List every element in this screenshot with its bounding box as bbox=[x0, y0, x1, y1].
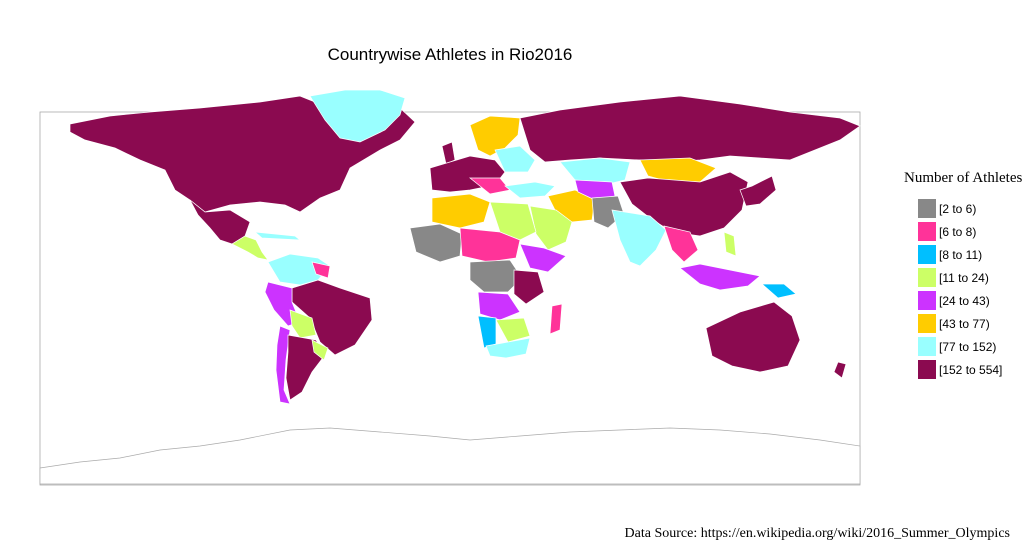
region-russia bbox=[519, 95, 861, 163]
region-central-africa bbox=[469, 259, 523, 293]
legend-label: [24 to 43) bbox=[939, 293, 990, 308]
legend-item: [152 to 554] bbox=[904, 358, 1022, 381]
region-australia bbox=[705, 301, 801, 373]
map-frame bbox=[39, 111, 861, 486]
legend-item: [6 to 8) bbox=[904, 220, 1022, 243]
legend-swatch bbox=[917, 290, 937, 311]
region-antarctica bbox=[39, 427, 861, 485]
legend-title: Number of Athletes bbox=[904, 170, 1023, 186]
legend-label: [152 to 554] bbox=[939, 362, 1003, 377]
data-source-note: Data Source: https://en.wikipedia.org/wi… bbox=[624, 526, 1010, 541]
region-bolivia bbox=[289, 309, 317, 339]
region-horn-of-africa bbox=[519, 243, 567, 273]
region-saudi-arabia bbox=[529, 205, 573, 251]
region-caribbean bbox=[253, 231, 302, 241]
legend-swatch bbox=[917, 198, 937, 219]
region-namibia bbox=[477, 315, 497, 349]
legend-label: [8 to 11) bbox=[939, 247, 983, 262]
region-central-america bbox=[231, 235, 269, 261]
legend-item: [8 to 11) bbox=[904, 243, 1022, 266]
region-sahel bbox=[459, 227, 521, 263]
legend-item: [2 to 6) bbox=[904, 197, 1022, 220]
legend: Number of Athletes [2 to 6) [6 to 8) [8 to… bbox=[904, 170, 1022, 381]
region-angola-zambia bbox=[477, 291, 521, 321]
region-south-africa bbox=[485, 337, 531, 359]
region-botswana-zimbabwe bbox=[495, 317, 531, 343]
legend-swatch bbox=[917, 244, 937, 265]
legend-label: [2 to 6) bbox=[939, 201, 977, 216]
legend-label: [77 to 152) bbox=[939, 339, 997, 354]
region-libya-egypt bbox=[489, 201, 537, 241]
legend-label: [11 to 24) bbox=[939, 270, 989, 285]
legend-swatch bbox=[917, 336, 937, 357]
legend-swatch bbox=[917, 267, 937, 288]
region-uruguay-paraguay bbox=[311, 339, 329, 361]
region-guyana-suriname bbox=[311, 261, 331, 279]
region-indonesia bbox=[679, 263, 761, 291]
legend-swatch bbox=[917, 313, 937, 334]
region-scandinavia bbox=[469, 115, 521, 157]
region-west-africa bbox=[409, 223, 463, 263]
legend-item: [24 to 43) bbox=[904, 289, 1022, 312]
region-north-africa-west bbox=[431, 193, 491, 229]
legend-swatch bbox=[917, 359, 937, 380]
region-eastern-europe bbox=[494, 145, 536, 173]
region-japan-korea bbox=[739, 175, 777, 207]
region-new-zealand bbox=[833, 361, 847, 379]
legend-item: [43 to 77) bbox=[904, 312, 1022, 335]
world-map bbox=[39, 89, 861, 486]
region-kenya-tanzania bbox=[513, 269, 545, 305]
chart-title: Countrywise Athletes in Rio2016 bbox=[327, 45, 573, 64]
region-brazil bbox=[291, 279, 373, 356]
legend-label: [6 to 8) bbox=[939, 224, 977, 239]
region-india bbox=[611, 209, 667, 267]
region-uk bbox=[441, 141, 456, 165]
region-madagascar bbox=[549, 303, 563, 335]
region-philippines bbox=[723, 231, 737, 257]
legend-swatch bbox=[917, 221, 937, 242]
legend-item: [77 to 152) bbox=[904, 335, 1022, 358]
region-turkey-caucasus bbox=[504, 181, 556, 199]
legend-label: [43 to 77) bbox=[939, 316, 990, 331]
region-papua bbox=[761, 283, 797, 299]
region-southeast-asia bbox=[663, 225, 699, 263]
region-greenland bbox=[309, 89, 406, 143]
legend-item: [11 to 24) bbox=[904, 266, 1022, 289]
